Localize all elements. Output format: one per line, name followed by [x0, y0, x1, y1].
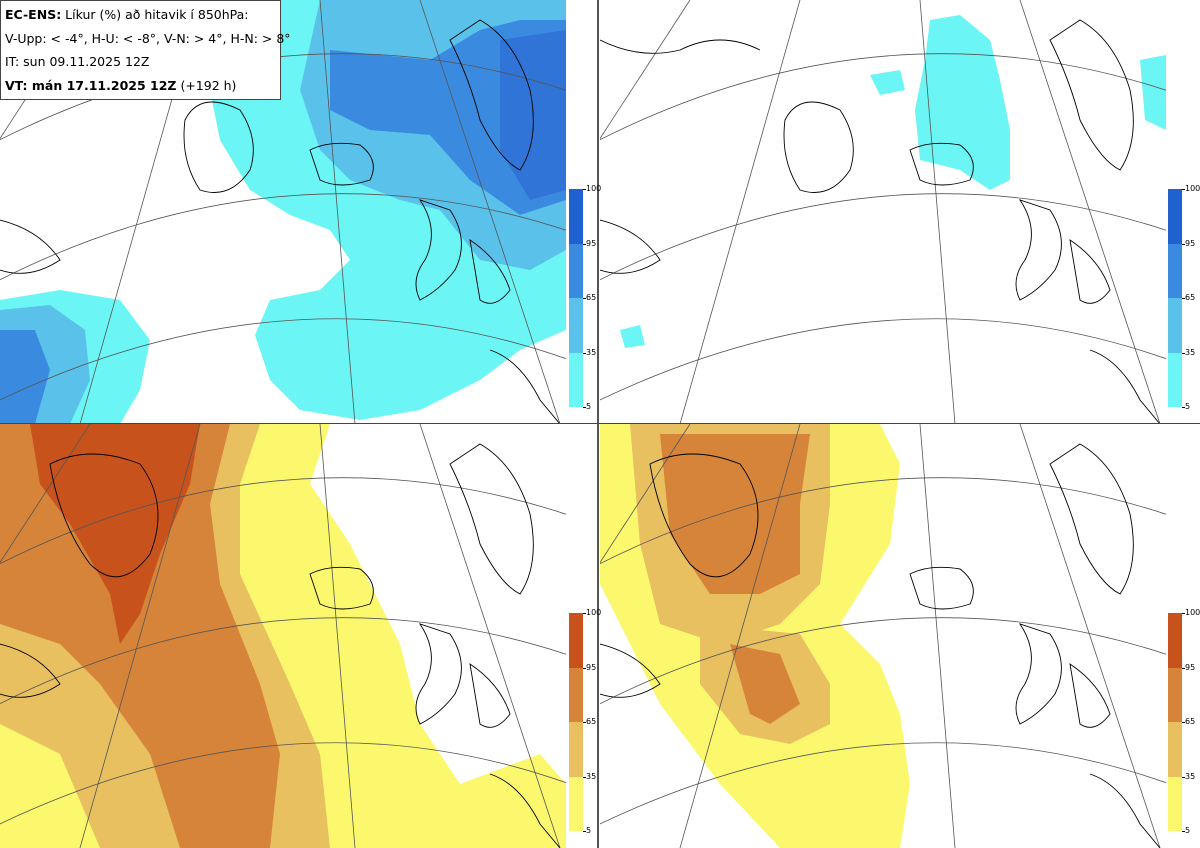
- colorbar-tick-label: 5: [1185, 402, 1190, 411]
- colorbar-cold-4: 100 95 65 35 5: [569, 189, 583, 407]
- colorbar-segment: [1168, 244, 1182, 299]
- valid-offset-label: (+192 h): [176, 78, 236, 93]
- issue-time-label: IT: sun 09.11.2025 12Z: [5, 50, 280, 74]
- probability-map-warm-8: [600, 424, 1166, 848]
- colorbar-tick-label: 100: [1185, 184, 1200, 193]
- map-panel-warm-8: [600, 424, 1166, 848]
- colorbar-tick-label: 35: [586, 772, 596, 781]
- colorbar-tick-label: 65: [1185, 717, 1195, 726]
- valid-time-label: VT: mán 17.11.2025 12Z: [5, 78, 176, 93]
- map-panel-cold-4: EC-ENS: Líkur (%) að hitavik í 850hPa: V…: [0, 0, 566, 424]
- colorbar-tick-label: 95: [586, 663, 596, 672]
- colorbar-segment: [1168, 777, 1182, 832]
- colorbar-warm-8: 100 95 65 35 5: [1168, 613, 1182, 831]
- colorbar-tick-label: 100: [1185, 608, 1200, 617]
- colorbar-segment: [569, 244, 583, 299]
- panel-divider-vertical: [597, 0, 599, 848]
- colorbar-tick-label: 5: [586, 402, 591, 411]
- colorbar-segment: [1168, 722, 1182, 777]
- colorbar-segment: [1168, 613, 1182, 668]
- colorbar-tick-label: 35: [1185, 772, 1195, 781]
- colorbar-tick-label: 95: [1185, 239, 1195, 248]
- colorbar-tick-label: 100: [586, 184, 601, 193]
- colorbar-segment: [569, 668, 583, 723]
- colorbar-tick-label: 5: [586, 826, 591, 835]
- probability-map-cold-8: [600, 0, 1166, 424]
- colorbar-tick-label: 35: [1185, 348, 1195, 357]
- colorbar-segment: [569, 298, 583, 353]
- panel-divider-horizontal: [0, 423, 1200, 424]
- colorbar-cold-8: 100 95 65 35 5: [1168, 189, 1182, 407]
- colorbar-segment: [1168, 353, 1182, 408]
- colorbar-tick-label: 100: [586, 608, 601, 617]
- colorbar-tick-label: 35: [586, 348, 596, 357]
- colorbar-segment: [569, 613, 583, 668]
- map-panel-cold-8: [600, 0, 1166, 424]
- model-label: EC-ENS:: [5, 7, 61, 22]
- colorbar-segment: [569, 722, 583, 777]
- colorbar-tick-label: 95: [586, 239, 596, 248]
- map-legend-header: EC-ENS: Líkur (%) að hitavik í 850hPa: V…: [0, 0, 281, 100]
- colorbar-segment: [1168, 668, 1182, 723]
- probability-map-warm-4: [0, 424, 566, 848]
- map-panel-warm-4: [0, 424, 566, 848]
- colorbar-segment: [1168, 298, 1182, 353]
- thresholds-label: V-Upp: < -4°, H-U: < -8°, V-N: > 4°, H-N…: [5, 27, 280, 51]
- colorbar-segment: [569, 777, 583, 832]
- description-label: Líkur (%) að hitavik í 850hPa:: [61, 7, 248, 22]
- colorbar-tick-label: 65: [586, 717, 596, 726]
- colorbar-tick-label: 65: [1185, 293, 1195, 302]
- colorbar-tick-label: 95: [1185, 663, 1195, 672]
- colorbar-tick-label: 5: [1185, 826, 1190, 835]
- colorbar-tick-label: 65: [586, 293, 596, 302]
- colorbar-segment: [569, 353, 583, 408]
- colorbar-segment: [569, 189, 583, 244]
- colorbar-segment: [1168, 189, 1182, 244]
- colorbar-warm-4: 100 95 65 35 5: [569, 613, 583, 831]
